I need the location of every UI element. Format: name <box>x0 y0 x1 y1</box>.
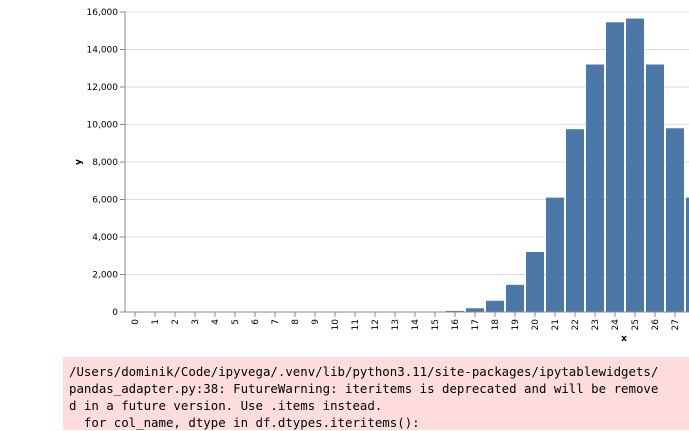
bar <box>506 285 524 312</box>
y-tick-label: 10,000 <box>87 121 119 131</box>
x-tick-label: 13 <box>391 319 401 330</box>
x-tick-label: 24 <box>611 319 621 331</box>
x-tick-label: 25 <box>631 319 641 330</box>
x-tick-label: 18 <box>491 319 501 331</box>
bar <box>646 65 664 313</box>
bar <box>466 308 484 312</box>
warning-line: for col_name, dtype in df.dtypes.iterite… <box>69 414 689 431</box>
x-tick-label: 22 <box>571 319 581 330</box>
x-tick-label: 2 <box>171 319 181 325</box>
x-tick-label: 3 <box>191 319 201 325</box>
bar <box>526 252 544 312</box>
x-tick-label: 1 <box>151 319 161 325</box>
x-tick-label: 5 <box>231 319 241 325</box>
y-axis-label: y <box>74 159 84 165</box>
y-tick-label: 8,000 <box>92 158 118 168</box>
x-tick-label: 9 <box>311 319 321 325</box>
x-tick-label: 19 <box>511 319 521 331</box>
x-tick-label: 6 <box>251 319 261 325</box>
x-tick-label: 0 <box>131 319 141 325</box>
bar <box>546 198 564 312</box>
x-axis-label: x <box>621 334 627 344</box>
warning-line: pandas_adapter.py:38: FutureWarning: ite… <box>69 380 689 397</box>
x-tick-label: 27 <box>671 319 681 330</box>
bar <box>626 19 644 312</box>
y-tick-label: 14,000 <box>87 46 119 56</box>
x-tick-label: 17 <box>471 319 481 330</box>
x-tick-label: 26 <box>651 319 661 331</box>
x-tick-label: 16 <box>451 319 461 331</box>
x-tick-label: 23 <box>591 319 601 330</box>
bar <box>606 22 624 312</box>
y-tick-label: 6,000 <box>92 196 118 206</box>
chart: x y 0 2,000 4,000 6,000 8,000 10,000 12,000 14,… <box>0 0 689 352</box>
y-tick-label: 12,000 <box>87 83 119 93</box>
x-tick-label: 10 <box>331 319 341 331</box>
warning-box: /Users/dominik/Code/ipyvega/.venv/lib/py… <box>63 357 689 430</box>
x-tick-label: 20 <box>531 319 541 331</box>
bar <box>666 128 684 312</box>
x-tick-label: 7 <box>271 319 281 325</box>
x-tick-label: 14 <box>411 319 421 331</box>
bar <box>486 301 504 312</box>
x-tick-label: 21 <box>551 319 561 330</box>
x-tick-label: 11 <box>351 319 361 330</box>
bar <box>586 65 604 313</box>
y-tick-label: 0 <box>112 308 118 318</box>
y-tick-label: 16,000 <box>87 8 119 18</box>
warning-line: /Users/dominik/Code/ipyvega/.venv/lib/py… <box>69 363 689 380</box>
y-tick-label: 4,000 <box>92 233 118 243</box>
x-tick-label: 4 <box>211 319 221 325</box>
bar <box>566 129 584 312</box>
x-tick-label: 12 <box>371 319 381 330</box>
y-tick-label: 2,000 <box>92 271 118 281</box>
x-tick-label: 8 <box>291 319 301 325</box>
x-tick-label: 15 <box>431 319 441 330</box>
warning-line: d in a future version. Use .items instea… <box>69 397 689 414</box>
